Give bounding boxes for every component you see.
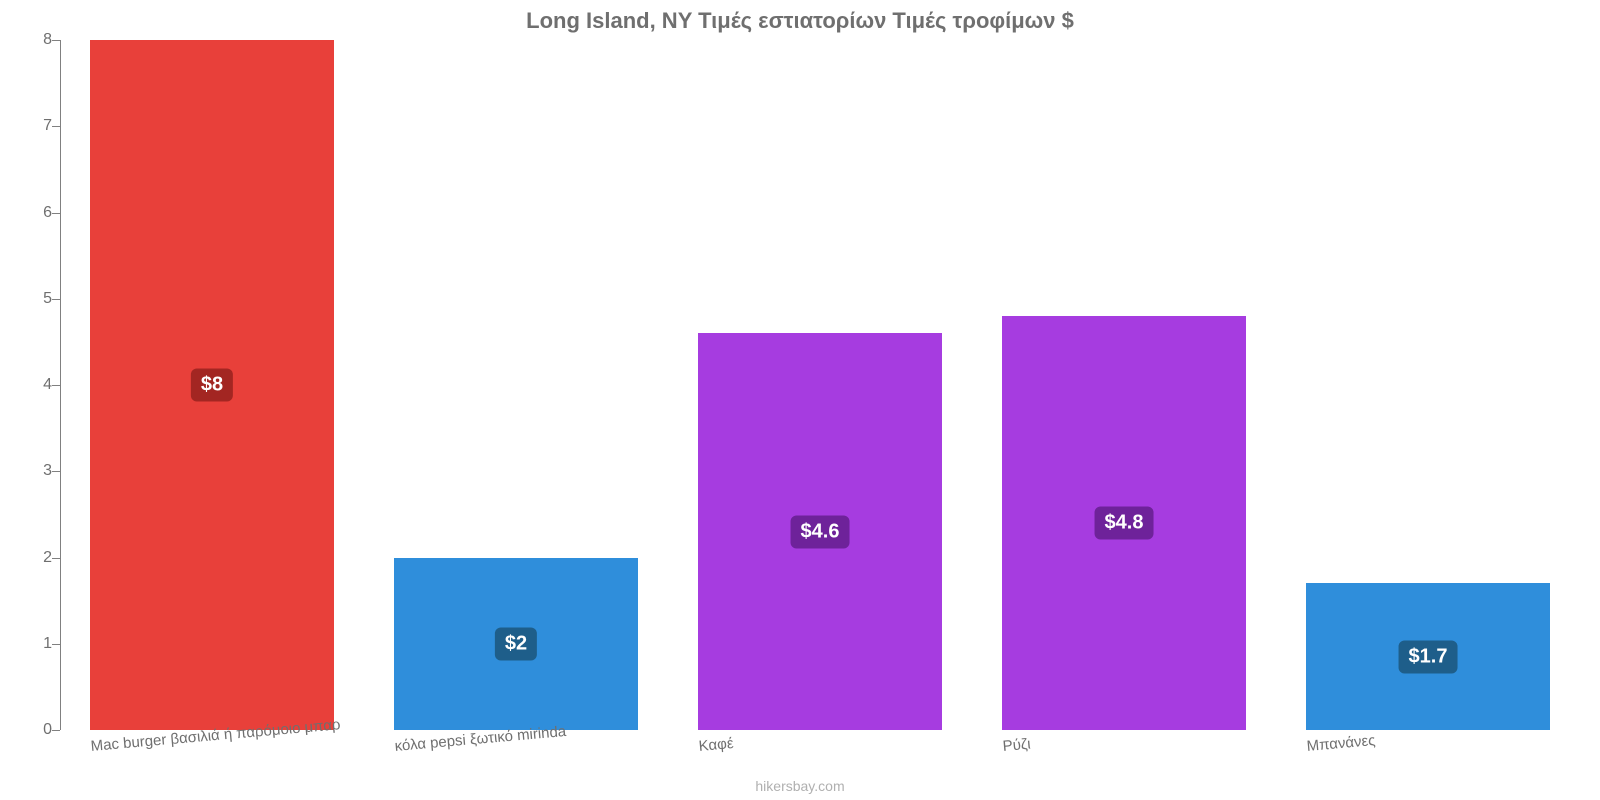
y-tick — [52, 213, 60, 214]
y-tick-label: 0 — [16, 721, 52, 739]
plot-area: $8$2$4.6$4.8$1.7 012345678Mac burger βασ… — [60, 40, 1580, 730]
bars-container: $8 $2 $4.6 $4.8 $1.7 — [60, 40, 1580, 730]
chart-credits: hikersbay.com — [0, 778, 1600, 794]
price-chart: Long Island, NY Τιμές εστιατορίων Τιμές … — [0, 0, 1600, 800]
y-tick-label: 3 — [16, 462, 52, 480]
y-tick-label: 4 — [16, 376, 52, 394]
y-tick — [52, 471, 60, 472]
y-tick-label: 1 — [16, 635, 52, 653]
y-tick — [52, 558, 60, 559]
y-tick-label: 5 — [16, 290, 52, 308]
y-tick — [52, 385, 60, 386]
y-tick — [52, 126, 60, 127]
category-label: Μπανάνες — [1306, 732, 1376, 755]
bar-value-label: $4.6 — [791, 515, 850, 548]
bar-value-label: $1.7 — [1399, 640, 1458, 673]
y-tick-label: 8 — [16, 31, 52, 49]
category-label: Καφέ — [698, 735, 734, 755]
bar-value-label: $8 — [191, 369, 233, 402]
y-tick — [52, 40, 60, 41]
y-tick — [52, 730, 60, 731]
y-tick-label: 6 — [16, 204, 52, 222]
y-tick — [52, 299, 60, 300]
category-label: Ρύζι — [1002, 736, 1031, 755]
bar-value-label: $2 — [495, 627, 537, 660]
bar-value-label: $4.8 — [1095, 507, 1154, 540]
chart-title: Long Island, NY Τιμές εστιατορίων Τιμές … — [0, 8, 1600, 34]
y-tick-label: 7 — [16, 117, 52, 135]
y-tick-label: 2 — [16, 549, 52, 567]
y-tick — [52, 644, 60, 645]
